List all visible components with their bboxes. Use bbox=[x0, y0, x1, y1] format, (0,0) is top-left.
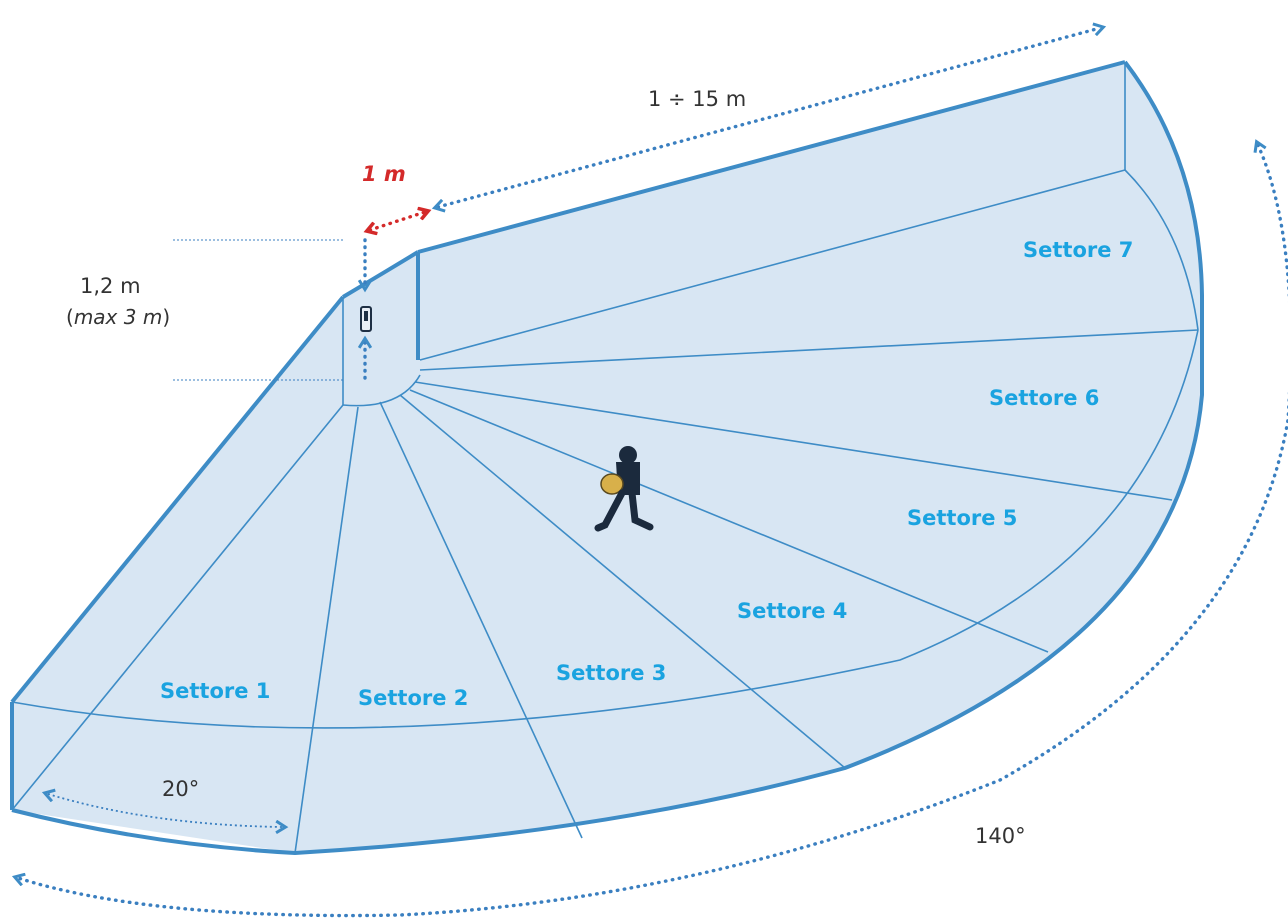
height-max-open: ( bbox=[66, 305, 74, 329]
height-label: 1,2 m bbox=[80, 274, 141, 298]
sensor-icon bbox=[360, 306, 372, 332]
detection-zone-fill bbox=[12, 62, 1202, 853]
sector-label-6: Settore 6 bbox=[989, 386, 1099, 410]
min-distance-label: 1 m bbox=[362, 162, 406, 186]
sector-label-2: Settore 2 bbox=[358, 686, 468, 710]
sector-labels: Settore 1 Settore 2 Settore 3 Settore 4 … bbox=[160, 238, 1133, 710]
sector-label-7: Settore 7 bbox=[1023, 238, 1133, 262]
height-guides bbox=[173, 239, 345, 381]
height-max-close: ) bbox=[162, 305, 170, 329]
sector-label-1: Settore 1 bbox=[160, 679, 270, 703]
sector-label-5: Settore 5 bbox=[907, 506, 1017, 530]
height-max-value: max 3 m bbox=[74, 305, 163, 329]
dimension-lines bbox=[18, 28, 1288, 918]
sector-label-4: Settore 4 bbox=[737, 599, 847, 623]
total-angle-label: 140° bbox=[975, 824, 1026, 848]
sector-label-3: Settore 3 bbox=[556, 661, 666, 685]
height-max-label: (max 3 m) bbox=[66, 305, 170, 329]
sector-angle-label: 20° bbox=[162, 777, 199, 801]
min-distance-arrow bbox=[370, 212, 425, 230]
range-arrow bbox=[438, 28, 1100, 207]
range-label: 1 ÷ 15 m bbox=[648, 87, 746, 111]
